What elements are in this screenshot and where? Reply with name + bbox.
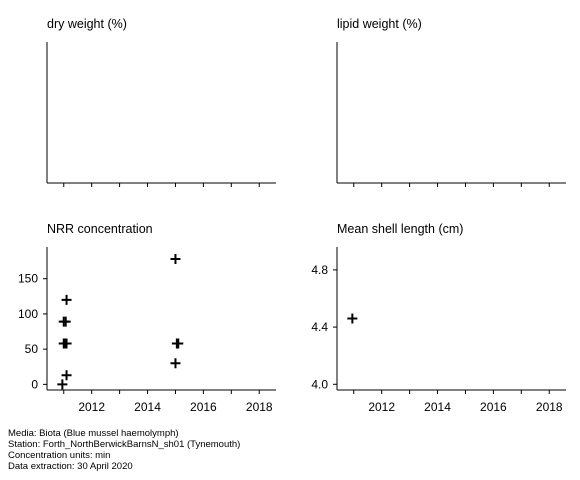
y-tick-label: 4.4	[311, 320, 328, 334]
data-point	[347, 313, 358, 324]
panel-title: NRR concentration	[47, 222, 153, 236]
data-point	[61, 370, 72, 381]
x-tick-label: 2012	[78, 400, 105, 414]
x-tick-label: 2014	[134, 400, 161, 414]
x-tick-label: 2018	[536, 400, 563, 414]
data-point	[170, 253, 181, 264]
x-tick-label: 2012	[368, 400, 395, 414]
x-tick-label: 2014	[424, 400, 451, 414]
panel-2: lipid weight (%)	[336, 17, 566, 187]
footer-units: Concentration units: min	[8, 450, 111, 461]
y-tick-label: 100	[18, 307, 38, 321]
y-tick-label: 4.0	[311, 377, 328, 391]
data-point	[60, 316, 71, 327]
footer-extraction: Data extraction: 30 April 2020	[8, 461, 133, 472]
panel-title: lipid weight (%)	[337, 17, 422, 31]
x-tick-label: 2016	[190, 400, 217, 414]
x-tick-label: 2018	[246, 400, 273, 414]
data-point	[61, 294, 72, 305]
data-point	[170, 358, 181, 369]
x-tick-label: 2016	[480, 400, 507, 414]
data-point	[61, 338, 72, 349]
footer-media: Media: Biota (Blue mussel haemolymph)	[8, 428, 179, 439]
panel-1: dry weight (%)	[46, 17, 276, 187]
data-point	[173, 338, 184, 349]
y-tick-label: 4.8	[311, 263, 328, 277]
panel-title: Mean shell length (cm)	[337, 222, 463, 236]
footer-notes: Media: Biota (Blue mussel haemolymph) St…	[8, 428, 240, 472]
data-point	[57, 379, 68, 390]
y-tick-label: 0	[31, 377, 38, 391]
footer-station: Station: Forth_NorthBerwickBarnsN_sh01 (…	[8, 439, 241, 450]
panel-title: dry weight (%)	[47, 17, 127, 31]
y-tick-label: 150	[18, 272, 38, 286]
panel-4: Mean shell length (cm) 2012 2014 2016 2018 4.…	[311, 222, 566, 414]
panel-3: NRR concentration 2012 2014 2016 2018 0 50 100 1…	[18, 222, 276, 414]
y-tick-label: 50	[25, 342, 39, 356]
